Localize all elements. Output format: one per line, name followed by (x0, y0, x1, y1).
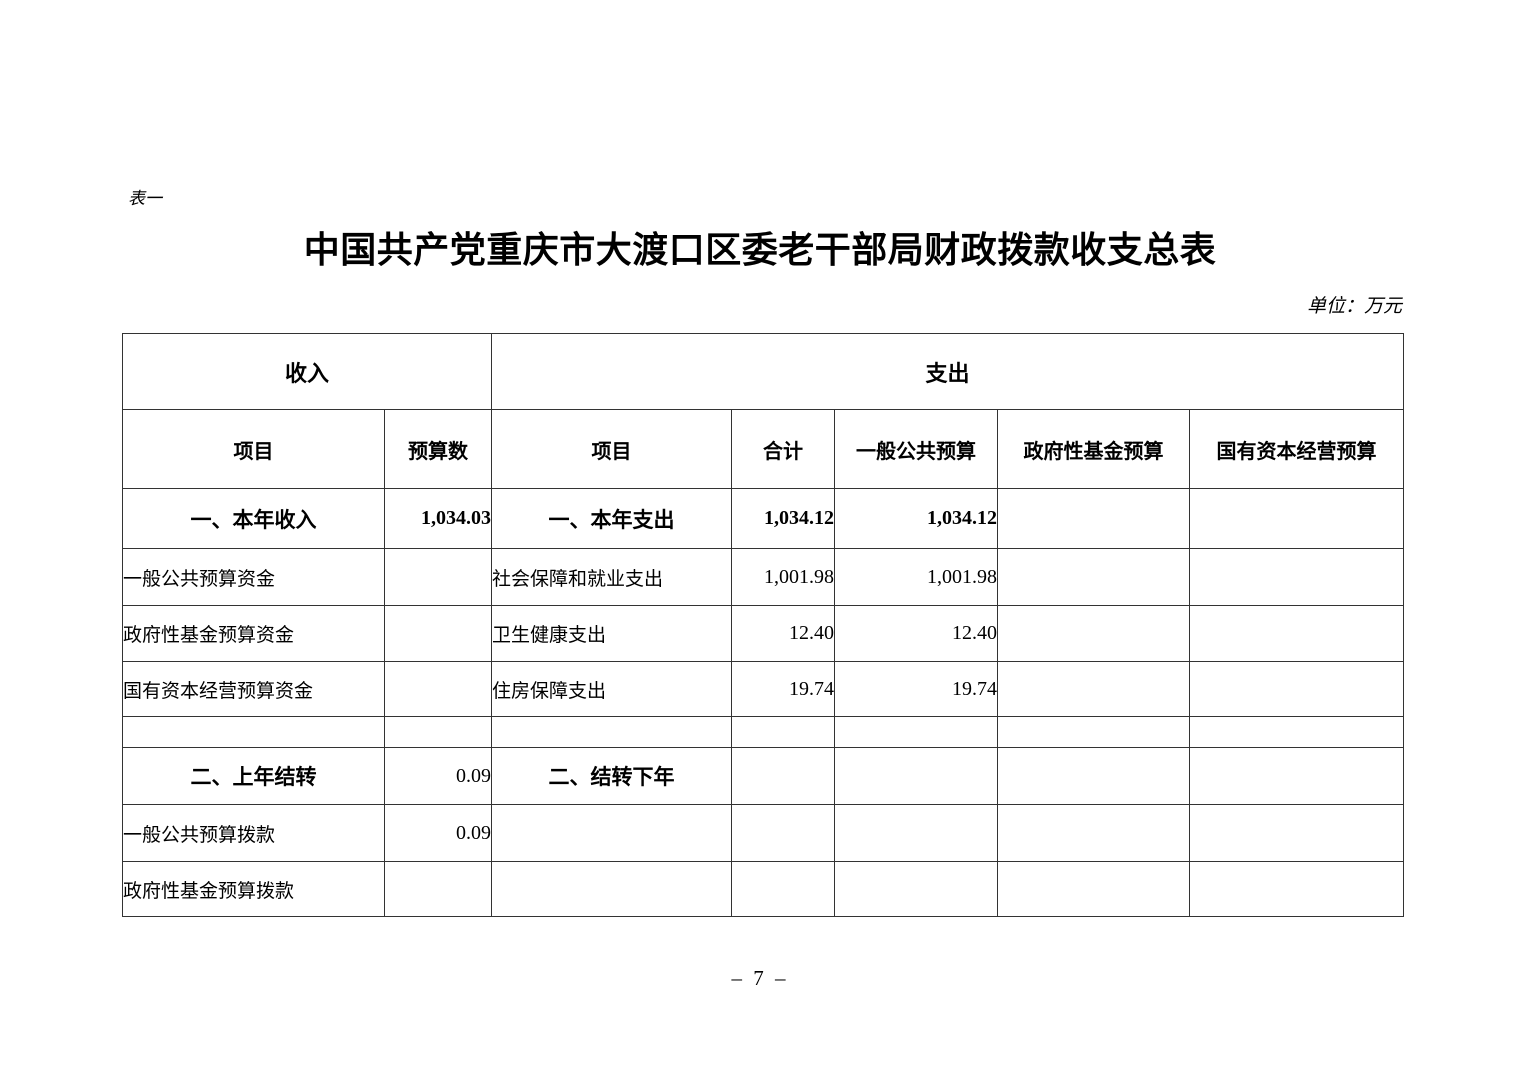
expense-item-cell: 住房保障支出 (491, 661, 733, 717)
govt-fund-budget-cell (997, 747, 1191, 805)
expense-item-cell: 二、结转下年 (491, 747, 733, 805)
table-row (122, 716, 1405, 748)
total-cell: 1,034.12 (731, 488, 836, 549)
state-capital-budget-cell (1189, 804, 1405, 862)
income-item-cell: 一般公共预算资金 (122, 548, 385, 606)
expense-item-cell: 卫生健康支出 (491, 605, 733, 662)
table-row: 政府性基金预算资金 卫生健康支出 12.40 12.40 (122, 605, 1405, 662)
col-header-state-capital-budget: 国有资本经营预算 (1189, 409, 1405, 489)
unit-note: 单位：万元 (1306, 296, 1402, 317)
col-header-general-public-budget: 一般公共预算 (834, 409, 999, 489)
state-capital-budget-cell (1189, 747, 1405, 805)
income-item-cell: 一、本年收入 (122, 488, 385, 549)
income-budget-cell (383, 716, 493, 748)
income-budget-cell (383, 661, 493, 717)
col-header-expense-item: 项目 (491, 409, 733, 489)
general-public-budget-cell: 1,001.98 (834, 548, 999, 606)
table-row: 一般公共预算拨款 0.09 (122, 804, 1405, 862)
total-cell (731, 747, 836, 805)
expense-group-header: 支出 (491, 333, 1405, 410)
income-item-cell: 政府性基金预算拨款 (122, 861, 385, 917)
expense-item-cell: 一、本年支出 (491, 488, 733, 549)
state-capital-budget-cell (1189, 861, 1405, 917)
income-item-cell (122, 716, 385, 748)
income-item-cell: 国有资本经营预算资金 (122, 661, 385, 717)
expense-item-cell: 社会保障和就业支出 (491, 548, 733, 606)
income-budget-cell (383, 605, 493, 662)
col-header-govt-fund-budget: 政府性基金预算 (997, 409, 1191, 489)
table-row: 一、本年收入 1,034.03 一、本年支出 1,034.12 1,034.12 (122, 488, 1405, 549)
total-cell: 19.74 (731, 661, 836, 717)
table-column-header-row: 项目 预算数 项目 合计 一般公共预算 政府性基金预算 国有资本经营预算 (122, 409, 1405, 489)
govt-fund-budget-cell (997, 861, 1191, 917)
table-row: 国有资本经营预算资金 住房保障支出 19.74 19.74 (122, 661, 1405, 717)
total-cell: 12.40 (731, 605, 836, 662)
income-budget-cell (383, 548, 493, 606)
total-cell: 1,001.98 (731, 548, 836, 606)
col-header-income-item: 项目 (122, 409, 385, 489)
general-public-budget-cell (834, 804, 999, 862)
total-cell (731, 804, 836, 862)
total-cell (731, 716, 836, 748)
page-number: – 7 – (731, 966, 789, 990)
govt-fund-budget-cell (997, 548, 1191, 606)
general-public-budget-cell: 12.40 (834, 605, 999, 662)
col-header-total: 合计 (731, 409, 836, 489)
general-public-budget-cell: 1,034.12 (834, 488, 999, 549)
income-budget-cell: 0.09 (383, 747, 493, 805)
general-public-budget-cell (834, 861, 999, 917)
income-item-cell: 政府性基金预算资金 (122, 605, 385, 662)
table-number-label: 表一 (128, 189, 162, 208)
table-row: 二、上年结转 0.09 二、结转下年 (122, 747, 1405, 805)
govt-fund-budget-cell (997, 804, 1191, 862)
table-row: 一般公共预算资金 社会保障和就业支出 1,001.98 1,001.98 (122, 548, 1405, 606)
page-title: 中国共产党重庆市大渡口区委老干部局财政拨款收支总表 (303, 230, 1217, 270)
table-row: 政府性基金预算拨款 (122, 861, 1405, 917)
income-item-cell: 一般公共预算拨款 (122, 804, 385, 862)
income-group-header: 收入 (121, 333, 493, 410)
state-capital-budget-cell (1189, 605, 1405, 662)
state-capital-budget-cell (1189, 661, 1405, 717)
govt-fund-budget-cell (997, 661, 1191, 717)
col-header-income-budget: 预算数 (383, 409, 493, 489)
income-budget-cell: 1,034.03 (383, 488, 493, 549)
table-group-header-row: 收入 支出 (121, 333, 1405, 410)
expense-item-cell (491, 804, 733, 862)
income-budget-cell: 0.09 (383, 804, 493, 862)
income-item-cell: 二、上年结转 (122, 747, 385, 805)
expense-item-cell (491, 716, 733, 748)
govt-fund-budget-cell (997, 716, 1191, 748)
govt-fund-budget-cell (997, 605, 1191, 662)
state-capital-budget-cell (1189, 488, 1405, 549)
general-public-budget-cell: 19.74 (834, 661, 999, 717)
state-capital-budget-cell (1189, 548, 1405, 606)
govt-fund-budget-cell (997, 488, 1191, 549)
general-public-budget-cell (834, 716, 999, 748)
total-cell (731, 861, 836, 917)
income-budget-cell (383, 861, 493, 917)
budget-table: 收入 支出 项目 预算数 项目 合计 一般公共预算 政府性基金预算 国有资本经营… (121, 333, 1405, 917)
general-public-budget-cell (834, 747, 999, 805)
state-capital-budget-cell (1189, 716, 1405, 748)
expense-item-cell (491, 861, 733, 917)
